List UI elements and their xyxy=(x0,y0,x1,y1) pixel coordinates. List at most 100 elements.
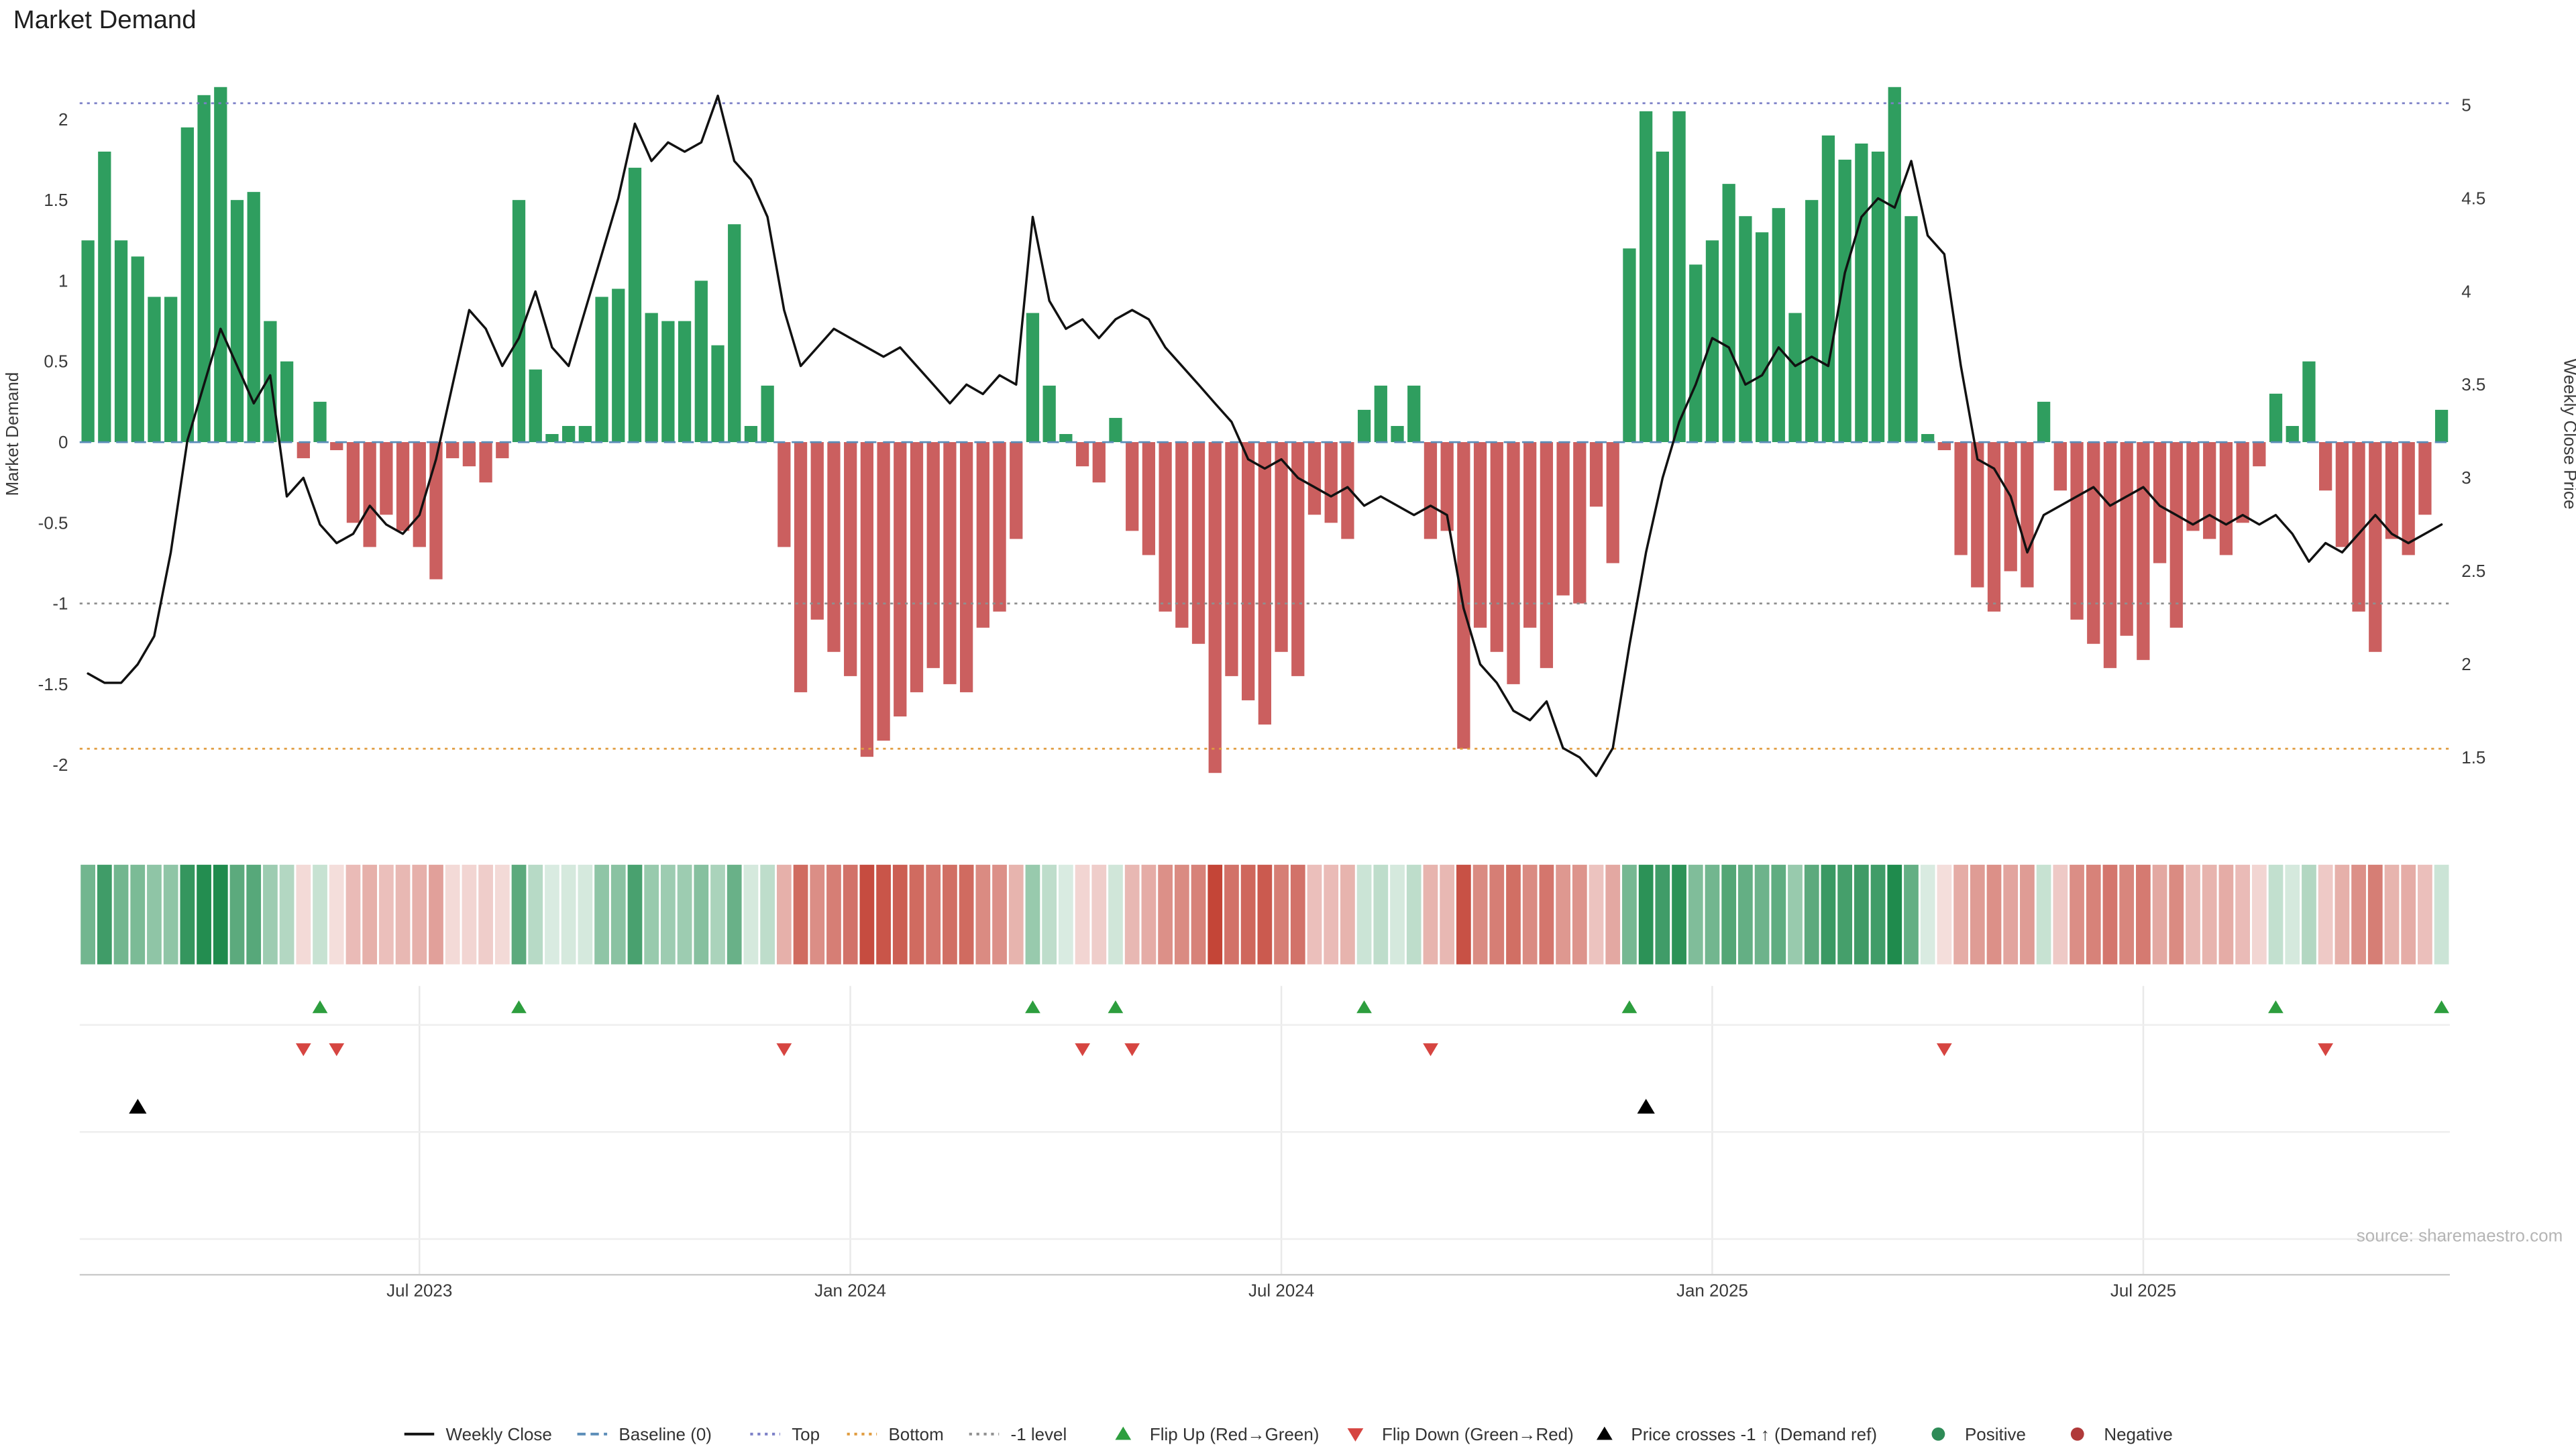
heatmap-cell xyxy=(677,865,692,965)
y-left-tick-label: 1.5 xyxy=(44,190,68,210)
heatmap-cell xyxy=(1688,865,1703,965)
heatmap-cell xyxy=(1887,865,1902,965)
heatmap-cell xyxy=(2235,865,2250,965)
positive-demand-bar xyxy=(2302,361,2316,443)
negative-demand-bar xyxy=(794,442,808,692)
x-tick-label: Jul 2024 xyxy=(1248,1280,1314,1300)
page-title: Market Demand xyxy=(13,5,197,34)
negative-demand-bar xyxy=(1191,442,1205,644)
positive-demand-bar xyxy=(230,200,244,443)
heatmap-cell xyxy=(1108,865,1123,965)
positive-demand-bar xyxy=(1407,385,1421,443)
legend-triangle-up-icon xyxy=(1115,1426,1132,1440)
positive-demand-bar xyxy=(1739,216,1752,443)
heatmap-cell xyxy=(362,865,378,965)
positive-demand-bar xyxy=(645,313,658,443)
heatmap-cell xyxy=(1622,865,1637,965)
positive-demand-bar xyxy=(561,425,576,443)
y-left-tick-label: 2 xyxy=(58,109,68,129)
negative-demand-bar xyxy=(910,442,924,692)
heatmap-cell xyxy=(1672,865,1686,965)
heatmap-cell xyxy=(892,865,908,965)
heatmap-cell xyxy=(1124,865,1140,965)
heatmap-cell xyxy=(1937,865,1952,965)
heatmap-cell xyxy=(1423,865,1438,965)
heatmap-cell xyxy=(644,865,659,965)
heatmap-cell xyxy=(909,865,924,965)
heatmap-cell xyxy=(926,865,941,965)
legend-item: Flip Up (Red→Green) xyxy=(1115,1424,1319,1444)
heatmap-cell xyxy=(1274,865,1289,965)
negative-demand-bar xyxy=(1341,442,1354,539)
heatmap-cell xyxy=(2119,865,2135,965)
y-right-tick-label: 4 xyxy=(2461,281,2471,301)
positive-demand-bar xyxy=(247,192,260,443)
positive-demand-bar xyxy=(1109,417,1122,443)
flip-up-marker xyxy=(1621,1000,1638,1014)
negative-demand-bar xyxy=(1589,442,1603,507)
heatmap-cell xyxy=(1854,865,1869,965)
positive-demand-bar xyxy=(2286,425,2299,443)
positive-demand-bar xyxy=(529,369,542,443)
panel-gridlines xyxy=(79,985,2450,1276)
heatmap-cell xyxy=(2086,865,2101,965)
negative-demand-bar xyxy=(1307,442,1322,515)
positive-demand-bar xyxy=(2269,393,2283,443)
heatmap-cell xyxy=(378,865,394,965)
heatmap-cell xyxy=(2036,865,2051,965)
heatmap-cell xyxy=(2401,865,2416,965)
heatmap-cell xyxy=(1440,865,1455,965)
heatmap-cell xyxy=(1638,865,1654,965)
positive-demand-bar xyxy=(313,401,327,443)
negative-demand-bar xyxy=(1540,442,1554,668)
positive-demand-bar xyxy=(1059,434,1073,443)
flip-down-marker xyxy=(2318,1043,2334,1057)
positive-demand-bar xyxy=(728,224,741,443)
heatmap-cell xyxy=(1208,865,1223,965)
negative-demand-bar xyxy=(1291,442,1305,676)
flip-down-marker xyxy=(1423,1043,1438,1057)
heatmap-cell xyxy=(1158,865,1173,965)
heatmap-cell xyxy=(1837,865,1853,965)
negative-demand-bar xyxy=(1275,442,1288,652)
heatmap-cell xyxy=(2152,865,2167,965)
negative-demand-bar xyxy=(894,442,907,717)
heatmap-cell xyxy=(943,865,957,965)
heatmap-cell xyxy=(1091,865,1107,965)
heatmap-cell xyxy=(2334,865,2350,965)
negative-demand-bar xyxy=(2153,442,2167,564)
heatmap-cell xyxy=(445,865,460,965)
positive-demand-bar xyxy=(1888,87,1901,443)
heatmap-cell xyxy=(1920,865,1935,965)
heatmap-cell xyxy=(2136,865,2151,965)
negative-demand-bar xyxy=(1490,442,1503,652)
heatmap-cell xyxy=(876,865,891,965)
x-tick-label: Jan 2024 xyxy=(814,1280,886,1300)
heatmap-cell xyxy=(528,865,543,965)
weekly-close-line xyxy=(87,95,2443,777)
heatmap-cell xyxy=(1008,865,1024,965)
heatmap-cell xyxy=(1472,865,1488,965)
heatmap-cell xyxy=(843,865,858,965)
heatmap-cell xyxy=(478,865,493,965)
heatmap-cell xyxy=(1456,865,1471,965)
negative-demand-bar xyxy=(429,442,443,580)
heatmap-cell xyxy=(2418,865,2432,965)
negative-demand-bar xyxy=(1424,442,1438,539)
positive-demand-bar xyxy=(1357,409,1371,443)
chart-legend: Weekly Close Baseline (0) Top Bottom -1 leve… xyxy=(404,1424,2173,1444)
positive-demand-bar xyxy=(180,127,194,443)
positive-demand-bar xyxy=(1755,232,1769,443)
negative-demand-bar xyxy=(446,442,460,459)
negative-demand-bar xyxy=(346,442,360,523)
flip-up-marker xyxy=(2434,1000,2449,1014)
x-tick-label: Jul 2023 xyxy=(386,1280,452,1300)
x-tick-label: Jan 2025 xyxy=(1676,1280,1748,1300)
negative-demand-bar xyxy=(1075,442,1089,467)
heatmap-cell xyxy=(1406,865,1421,965)
negative-demand-bar xyxy=(1971,442,1984,588)
heatmap-cell xyxy=(1904,865,1919,965)
heatmap-cell xyxy=(1572,865,1587,965)
positive-demand-bar xyxy=(744,425,758,443)
